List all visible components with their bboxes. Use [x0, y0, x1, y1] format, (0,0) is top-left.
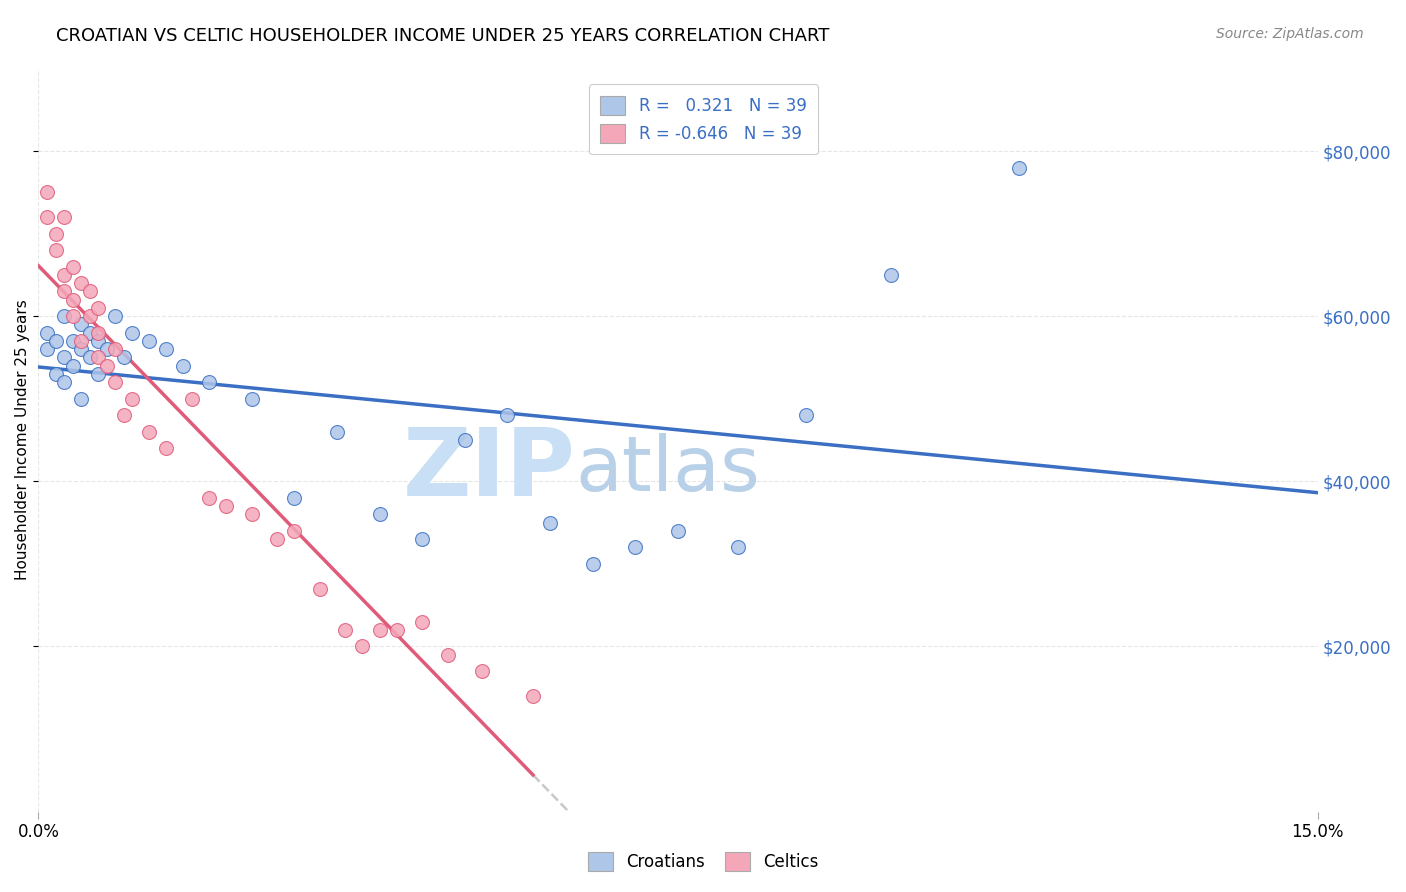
Point: [62, 334, 84, 348]
Point: [155, 342, 177, 356]
Point: [496, 409, 519, 423]
Point: [215, 499, 238, 513]
Text: Source: ZipAtlas.com: Source: ZipAtlas.com: [1216, 27, 1364, 41]
Legend: R =   0.321   N = 39, R = -0.646   N = 39: R = 0.321 N = 39, R = -0.646 N = 39: [589, 84, 818, 154]
Point: [436, 648, 458, 662]
Point: [582, 557, 605, 571]
Point: [172, 359, 194, 373]
Point: [138, 334, 160, 348]
Point: [335, 623, 357, 637]
Point: [96, 359, 118, 373]
Point: [266, 532, 288, 546]
Point: [96, 342, 118, 356]
Point: [198, 491, 221, 505]
Point: [794, 409, 817, 423]
Point: [44, 334, 66, 348]
Point: [112, 409, 135, 423]
Text: atlas: atlas: [575, 433, 761, 507]
Point: [352, 640, 374, 654]
Y-axis label: Householder Income Under 25 years: Householder Income Under 25 years: [15, 300, 30, 581]
Point: [44, 367, 66, 381]
Point: [87, 334, 110, 348]
Point: [53, 351, 76, 365]
Point: [385, 623, 408, 637]
Point: [880, 268, 903, 282]
Point: [62, 260, 84, 274]
Point: [283, 491, 305, 505]
Point: [727, 541, 749, 555]
Point: [326, 425, 349, 439]
Point: [104, 376, 127, 390]
Point: [70, 334, 93, 348]
Point: [87, 367, 110, 381]
Point: [522, 689, 544, 703]
Point: [368, 623, 391, 637]
Point: [198, 376, 221, 390]
Point: [62, 293, 84, 307]
Point: [70, 392, 93, 406]
Point: [35, 326, 58, 340]
Point: [44, 227, 66, 241]
Point: [283, 524, 305, 538]
Point: [35, 210, 58, 224]
Point: [53, 285, 76, 299]
Point: [454, 433, 477, 447]
Point: [155, 442, 177, 456]
Point: [368, 508, 391, 522]
Point: [44, 243, 66, 257]
Point: [53, 268, 76, 282]
Point: [70, 318, 93, 332]
Text: ZIP: ZIP: [402, 424, 575, 516]
Point: [87, 301, 110, 315]
Point: [308, 582, 330, 596]
Point: [79, 309, 101, 323]
Point: [538, 516, 561, 530]
Point: [240, 392, 263, 406]
Point: [62, 359, 84, 373]
Point: [104, 309, 127, 323]
Point: [70, 276, 93, 290]
Point: [240, 508, 263, 522]
Point: [87, 326, 110, 340]
Point: [70, 342, 93, 356]
Point: [104, 342, 127, 356]
Point: [121, 392, 143, 406]
Point: [471, 664, 494, 678]
Point: [1008, 161, 1031, 175]
Point: [62, 309, 84, 323]
Point: [53, 210, 76, 224]
Point: [87, 351, 110, 365]
Point: [121, 326, 143, 340]
Point: [138, 425, 160, 439]
Point: [112, 351, 135, 365]
Point: [181, 392, 204, 406]
Point: [411, 615, 433, 629]
Point: [666, 524, 689, 538]
Point: [79, 285, 101, 299]
Legend: Croatians, Celtics: Croatians, Celtics: [579, 843, 827, 880]
Point: [79, 326, 101, 340]
Point: [411, 532, 433, 546]
Text: CROATIAN VS CELTIC HOUSEHOLDER INCOME UNDER 25 YEARS CORRELATION CHART: CROATIAN VS CELTIC HOUSEHOLDER INCOME UN…: [56, 27, 830, 45]
Point: [35, 342, 58, 356]
Point: [35, 186, 58, 200]
Point: [53, 309, 76, 323]
Point: [624, 541, 647, 555]
Point: [79, 351, 101, 365]
Point: [53, 376, 76, 390]
